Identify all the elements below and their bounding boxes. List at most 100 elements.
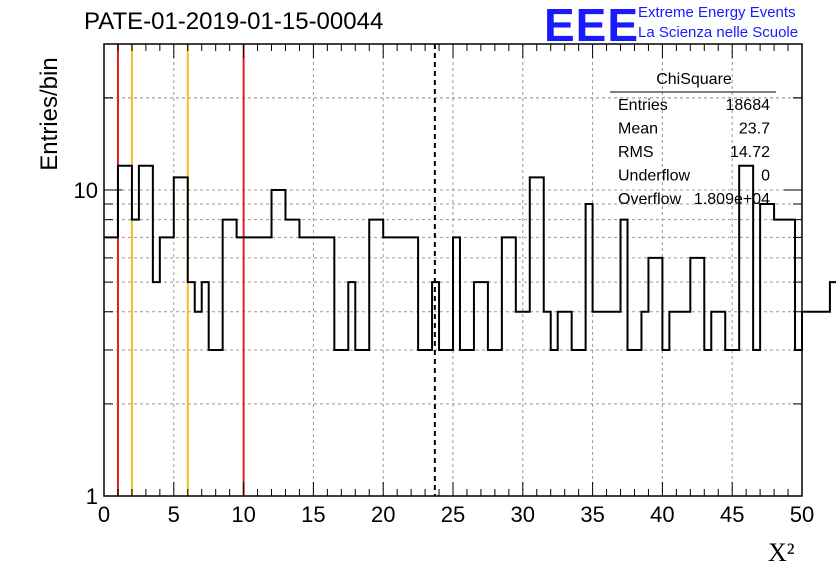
histogram-bin (369, 220, 376, 496)
histogram-bin (669, 312, 676, 496)
histogram-bin (474, 282, 481, 496)
histogram-bin (795, 350, 802, 496)
histogram-bin (460, 350, 467, 496)
stats-label-overflow: Overflow (618, 191, 682, 208)
stats-label-underflow: Underflow (618, 168, 690, 185)
chart-title: PATE-01-2019-01-15-00044 (84, 8, 384, 35)
stats-value-entries: 18684 (726, 97, 771, 114)
histogram-bin (439, 350, 446, 496)
histogram-bin (614, 312, 621, 496)
histogram-bin (299, 237, 306, 496)
histogram-bin (209, 350, 216, 496)
eee-logo: EEE (544, 0, 640, 51)
histogram-bin (223, 220, 230, 496)
histogram-bin (753, 350, 760, 496)
stats-value-rms: 14.72 (730, 144, 770, 161)
histogram-bin (244, 237, 251, 496)
histogram-bin (704, 350, 711, 496)
histogram-bin (411, 237, 418, 496)
histogram-bin (376, 220, 383, 496)
histogram-bin (251, 237, 258, 496)
histogram-bin (690, 258, 697, 496)
histogram-bin (230, 220, 237, 496)
histogram-bin (628, 350, 635, 496)
histogram-bin (397, 237, 404, 496)
histogram-bin (195, 312, 202, 496)
histogram-bin (111, 237, 118, 496)
histogram-bin (732, 350, 739, 496)
histogram-bin (788, 220, 795, 496)
stats-label-rms: RMS (618, 144, 654, 161)
histogram-bin (202, 282, 209, 496)
histogram-bin (285, 220, 292, 496)
histogram-bin (425, 350, 432, 496)
histogram-bin (565, 312, 572, 496)
histogram-bin (104, 237, 111, 496)
histogram-bin (341, 350, 348, 496)
histogram-bin (830, 282, 836, 496)
histogram-bin (781, 220, 788, 496)
stats-title: ChiSquare (656, 71, 732, 88)
histogram-bin (320, 237, 327, 496)
histogram-bin (306, 237, 313, 496)
histogram-bin (265, 237, 272, 496)
histogram-bin (139, 166, 146, 496)
x-tick-label: 20 (371, 502, 395, 527)
histogram-bin (453, 237, 460, 496)
histogram-bin (467, 350, 474, 496)
stats-label-mean: Mean (618, 121, 658, 138)
histogram-bin (390, 237, 397, 496)
x-axis-label: X² (768, 538, 795, 567)
histogram-bin (279, 190, 286, 496)
histogram-bin (823, 312, 830, 496)
histogram-bin (404, 237, 411, 496)
x-tick-label: 50 (790, 502, 814, 527)
histogram-bin (355, 350, 362, 496)
histogram-bin (523, 312, 530, 496)
x-tick-label: 30 (511, 502, 535, 527)
histogram-bin (676, 312, 683, 496)
histogram-bin (237, 237, 244, 496)
histogram-bin (725, 350, 732, 496)
histogram-bin (593, 312, 600, 496)
y-tick-label: 10 (74, 178, 98, 203)
histogram-bin (572, 350, 579, 496)
histogram-bin (272, 190, 279, 496)
brand-line-1: Extreme Energy Events (638, 4, 796, 21)
histogram-bin (188, 282, 195, 496)
histogram-bin (760, 204, 767, 496)
histogram-bin (641, 312, 648, 496)
stats-label-entries: Entries (618, 97, 668, 114)
histogram-bin (558, 312, 565, 496)
histogram-bin (809, 312, 816, 496)
histogram-bin (327, 237, 334, 496)
histogram-bin (181, 177, 188, 496)
histogram-bin (488, 350, 495, 496)
histogram-bin (544, 312, 551, 496)
histogram-bin (655, 258, 662, 496)
stats-value-mean: 23.7 (739, 121, 770, 138)
x-tick-label: 5 (168, 502, 180, 527)
x-tick-label: 15 (301, 502, 325, 527)
x-tick-label: 25 (441, 502, 465, 527)
histogram-bin (662, 350, 669, 496)
histogram-bin (802, 312, 809, 496)
y-tick-label: 1 (86, 484, 98, 509)
x-tick-label: 40 (650, 502, 674, 527)
histogram-bin (432, 282, 439, 496)
histogram-bin (216, 350, 223, 496)
histogram-bin (586, 204, 593, 496)
histogram-bin (334, 350, 341, 496)
stats-value-overflow: 1.809e+04 (694, 191, 770, 208)
histogram-bin (516, 312, 523, 496)
histogram-bin (174, 177, 181, 496)
histogram-bin (167, 237, 174, 496)
histogram-bin (683, 312, 690, 496)
histogram-bin (621, 220, 628, 496)
histogram-bin (816, 312, 823, 496)
histogram-bin (648, 258, 655, 496)
histogram-bin (446, 350, 453, 496)
histogram-bin (118, 166, 125, 496)
